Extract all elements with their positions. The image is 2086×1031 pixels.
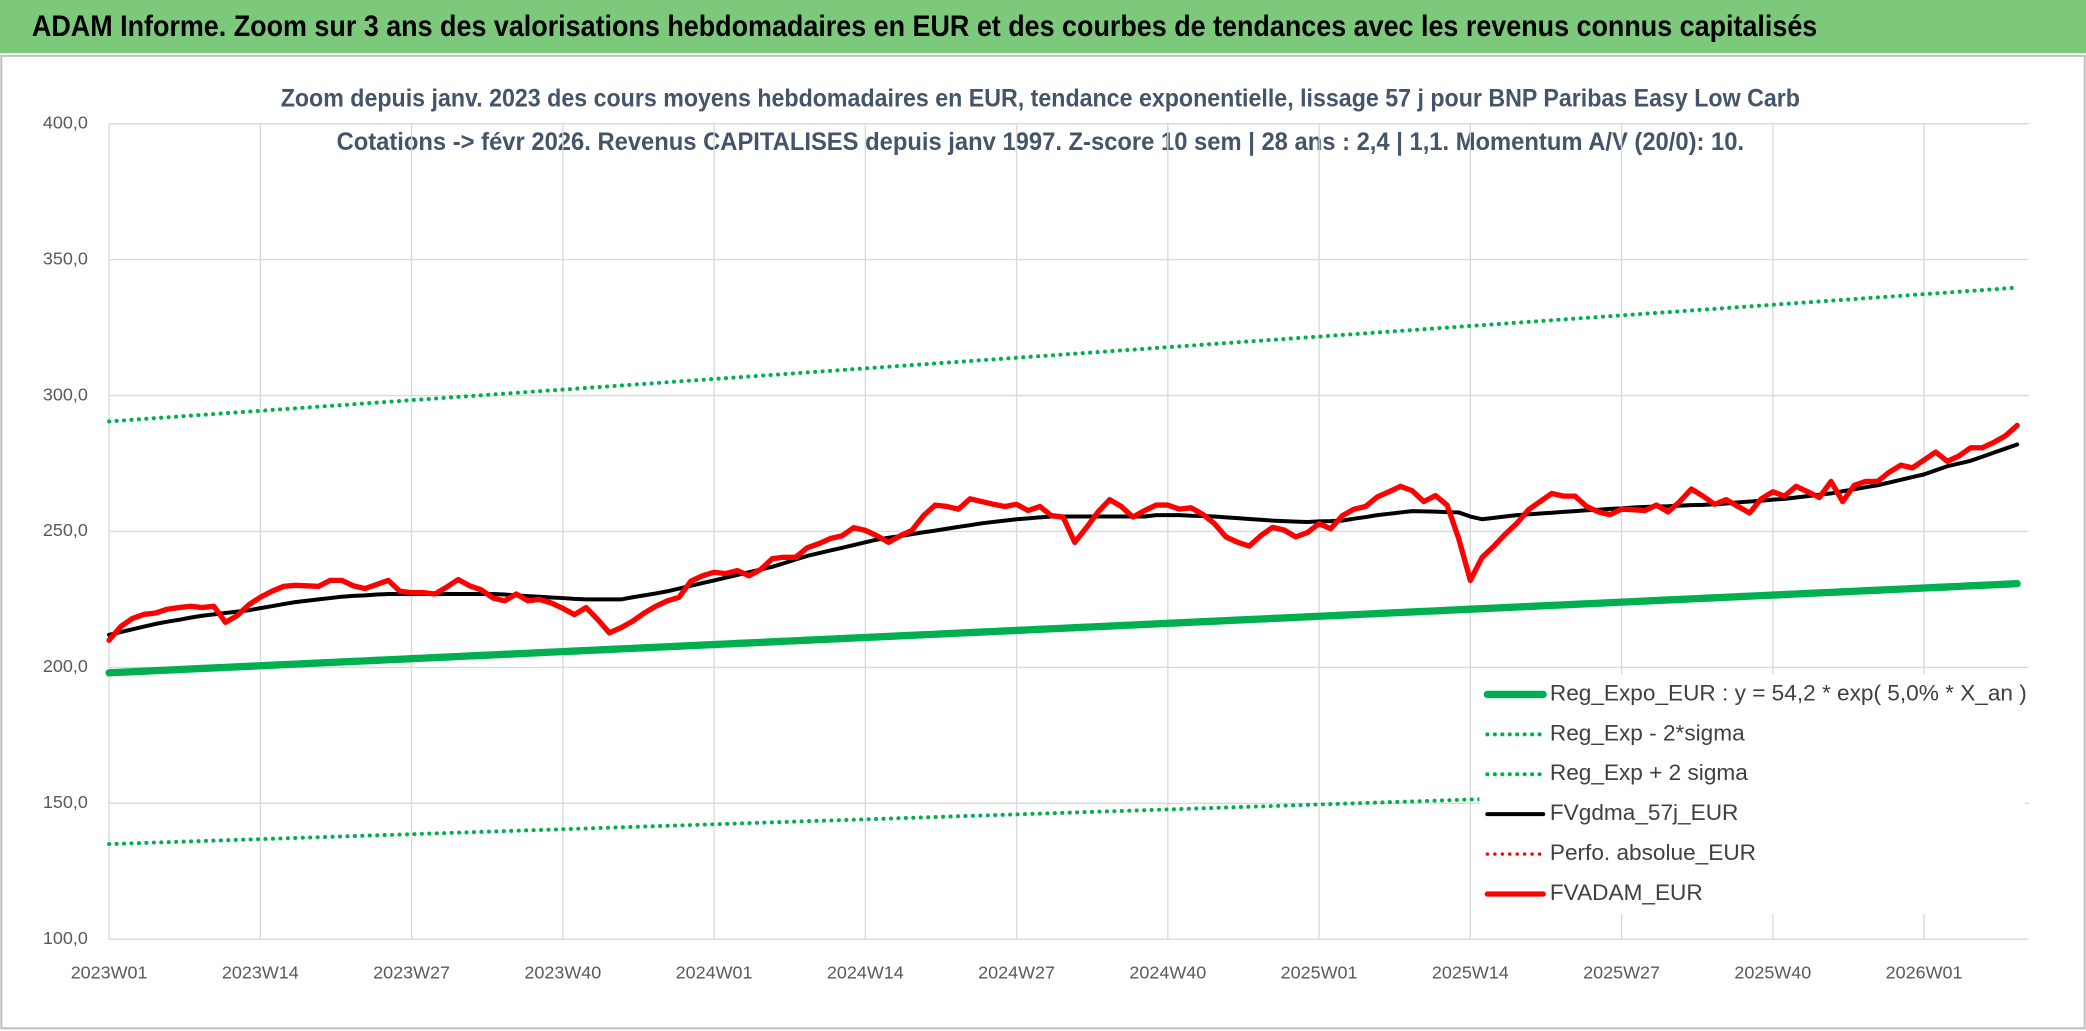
grid: 100,0 150,0 200,0 250,0 300,0 350,0 400,0 2023W… xyxy=(43,112,2029,983)
chart-subtitle: Zoom depuis janv. 2023 des cours moyens … xyxy=(281,85,1800,112)
plot-area xyxy=(105,285,2021,847)
x-tick-label: 2024W14 xyxy=(827,963,904,983)
y-tick-label: 400,0 xyxy=(43,112,88,132)
y-tick-label: 100,0 xyxy=(43,928,88,948)
y-tick-label: 150,0 xyxy=(43,792,88,812)
x-tick-label: 2026W01 xyxy=(1886,963,1963,983)
series-line xyxy=(107,285,2020,424)
y-tick-label: 300,0 xyxy=(43,384,88,404)
series-line xyxy=(105,579,2021,677)
series-line xyxy=(107,779,2020,847)
x-tick-label: 2025W40 xyxy=(1734,963,1811,983)
page-title: ADAM Informe. Zoom sur 3 ans des valoris… xyxy=(32,10,1817,43)
x-tick-label: 2025W14 xyxy=(1432,963,1509,983)
legend-label: Perfo. absolue_EUR xyxy=(1550,840,1756,865)
x-tick-label: 2025W27 xyxy=(1583,963,1660,983)
title-bar xyxy=(0,0,2086,54)
x-tick-label: 2024W40 xyxy=(1129,963,1206,983)
x-tick-label: 2024W27 xyxy=(978,963,1055,983)
legend: Reg_Expo_EUR : y = 54,2 * exp( 5,0% * X_… xyxy=(1479,674,2027,914)
legend-label: Reg_Expo_EUR : y = 54,2 * exp( 5,0% * X_… xyxy=(1550,680,2027,705)
x-tick-label: 2023W27 xyxy=(373,963,450,983)
chart-subtitle: Cotations -> févr 2026. Revenus CAPITALI… xyxy=(337,129,1745,156)
legend-label: FVADAM_EUR xyxy=(1550,880,1703,905)
legend-label: Reg_Exp - 2*sigma xyxy=(1550,720,1745,745)
x-tick-label: 2025W01 xyxy=(1281,963,1358,983)
x-tick-label: 2023W14 xyxy=(222,963,299,983)
x-tick-label: 2024W01 xyxy=(676,963,753,983)
x-tick-label: 2023W40 xyxy=(524,963,601,983)
y-tick-label: 200,0 xyxy=(43,656,88,676)
y-tick-label: 250,0 xyxy=(43,520,88,540)
legend-background xyxy=(1479,674,2025,914)
legend-label: FVgdma_57j_EUR xyxy=(1550,800,1739,825)
series-line xyxy=(106,422,2020,643)
y-tick-label: 350,0 xyxy=(43,248,88,268)
x-tick-label: 2023W01 xyxy=(71,963,148,983)
legend-label: Reg_Exp + 2 sigma xyxy=(1550,760,1748,785)
